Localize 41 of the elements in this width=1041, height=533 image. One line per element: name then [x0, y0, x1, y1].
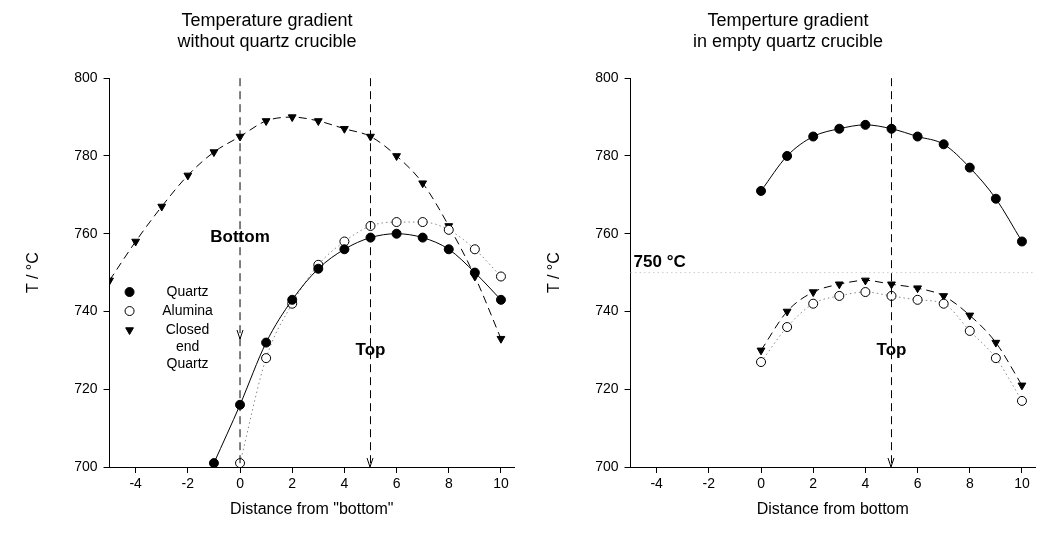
y-tick-label: 780 [595, 146, 619, 163]
x-tick-label: 6 [392, 475, 401, 492]
y-tick-label: 800 [595, 69, 619, 86]
y-tick-label: 700 [74, 457, 98, 474]
ref-line-label: Top [876, 340, 907, 360]
y-tick-label: 720 [74, 380, 98, 397]
x-tick-label: 8 [965, 475, 974, 492]
x-tick-label: -4 [129, 475, 143, 492]
x-tick-label: -2 [702, 475, 716, 492]
x-tick-label: 0 [757, 475, 766, 492]
y-tick-label: 740 [595, 302, 619, 319]
x-tick-label: 2 [809, 475, 818, 492]
legend-label: Closed end Quartz [165, 320, 210, 371]
chart-title: Temperature gradient without quartz crucible [176, 9, 357, 52]
x-tick-label: 0 [236, 475, 245, 492]
x-tick-label: -2 [181, 475, 195, 492]
y-tick-label: 700 [595, 457, 619, 474]
y-tick-label: 740 [74, 302, 98, 319]
legend-label: Quartz [166, 282, 209, 299]
x-tick-label: 4 [861, 475, 870, 492]
x-tick-label: 10 [1014, 475, 1030, 492]
y-tick-label: 780 [74, 146, 98, 163]
x-tick-label: -4 [650, 475, 664, 492]
ref-line-label: 750 °C [633, 251, 686, 271]
y-tick-label: 760 [74, 224, 98, 241]
y-axis-title: T / °C [545, 252, 563, 293]
x-axis-title: Distance from bottom [756, 499, 909, 517]
y-axis-title: T / °C [24, 252, 42, 293]
y-tick-label: 800 [74, 69, 98, 86]
y-tick-label: 760 [595, 224, 619, 241]
x-tick-label: 2 [288, 475, 297, 492]
x-axis-title: Distance from "bottom" [230, 499, 394, 517]
x-tick-label: 10 [493, 475, 509, 492]
x-tick-label: 6 [913, 475, 922, 492]
ref-line-label: Bottom [210, 227, 270, 247]
x-tick-label: 8 [444, 475, 453, 492]
chart-title: Temperture gradient in empty quartz crucible [692, 9, 884, 52]
legend-label: Alumina [162, 301, 214, 318]
ref-line-label: Top [355, 340, 386, 360]
y-tick-label: 720 [595, 380, 619, 397]
x-tick-label: 4 [340, 475, 349, 492]
